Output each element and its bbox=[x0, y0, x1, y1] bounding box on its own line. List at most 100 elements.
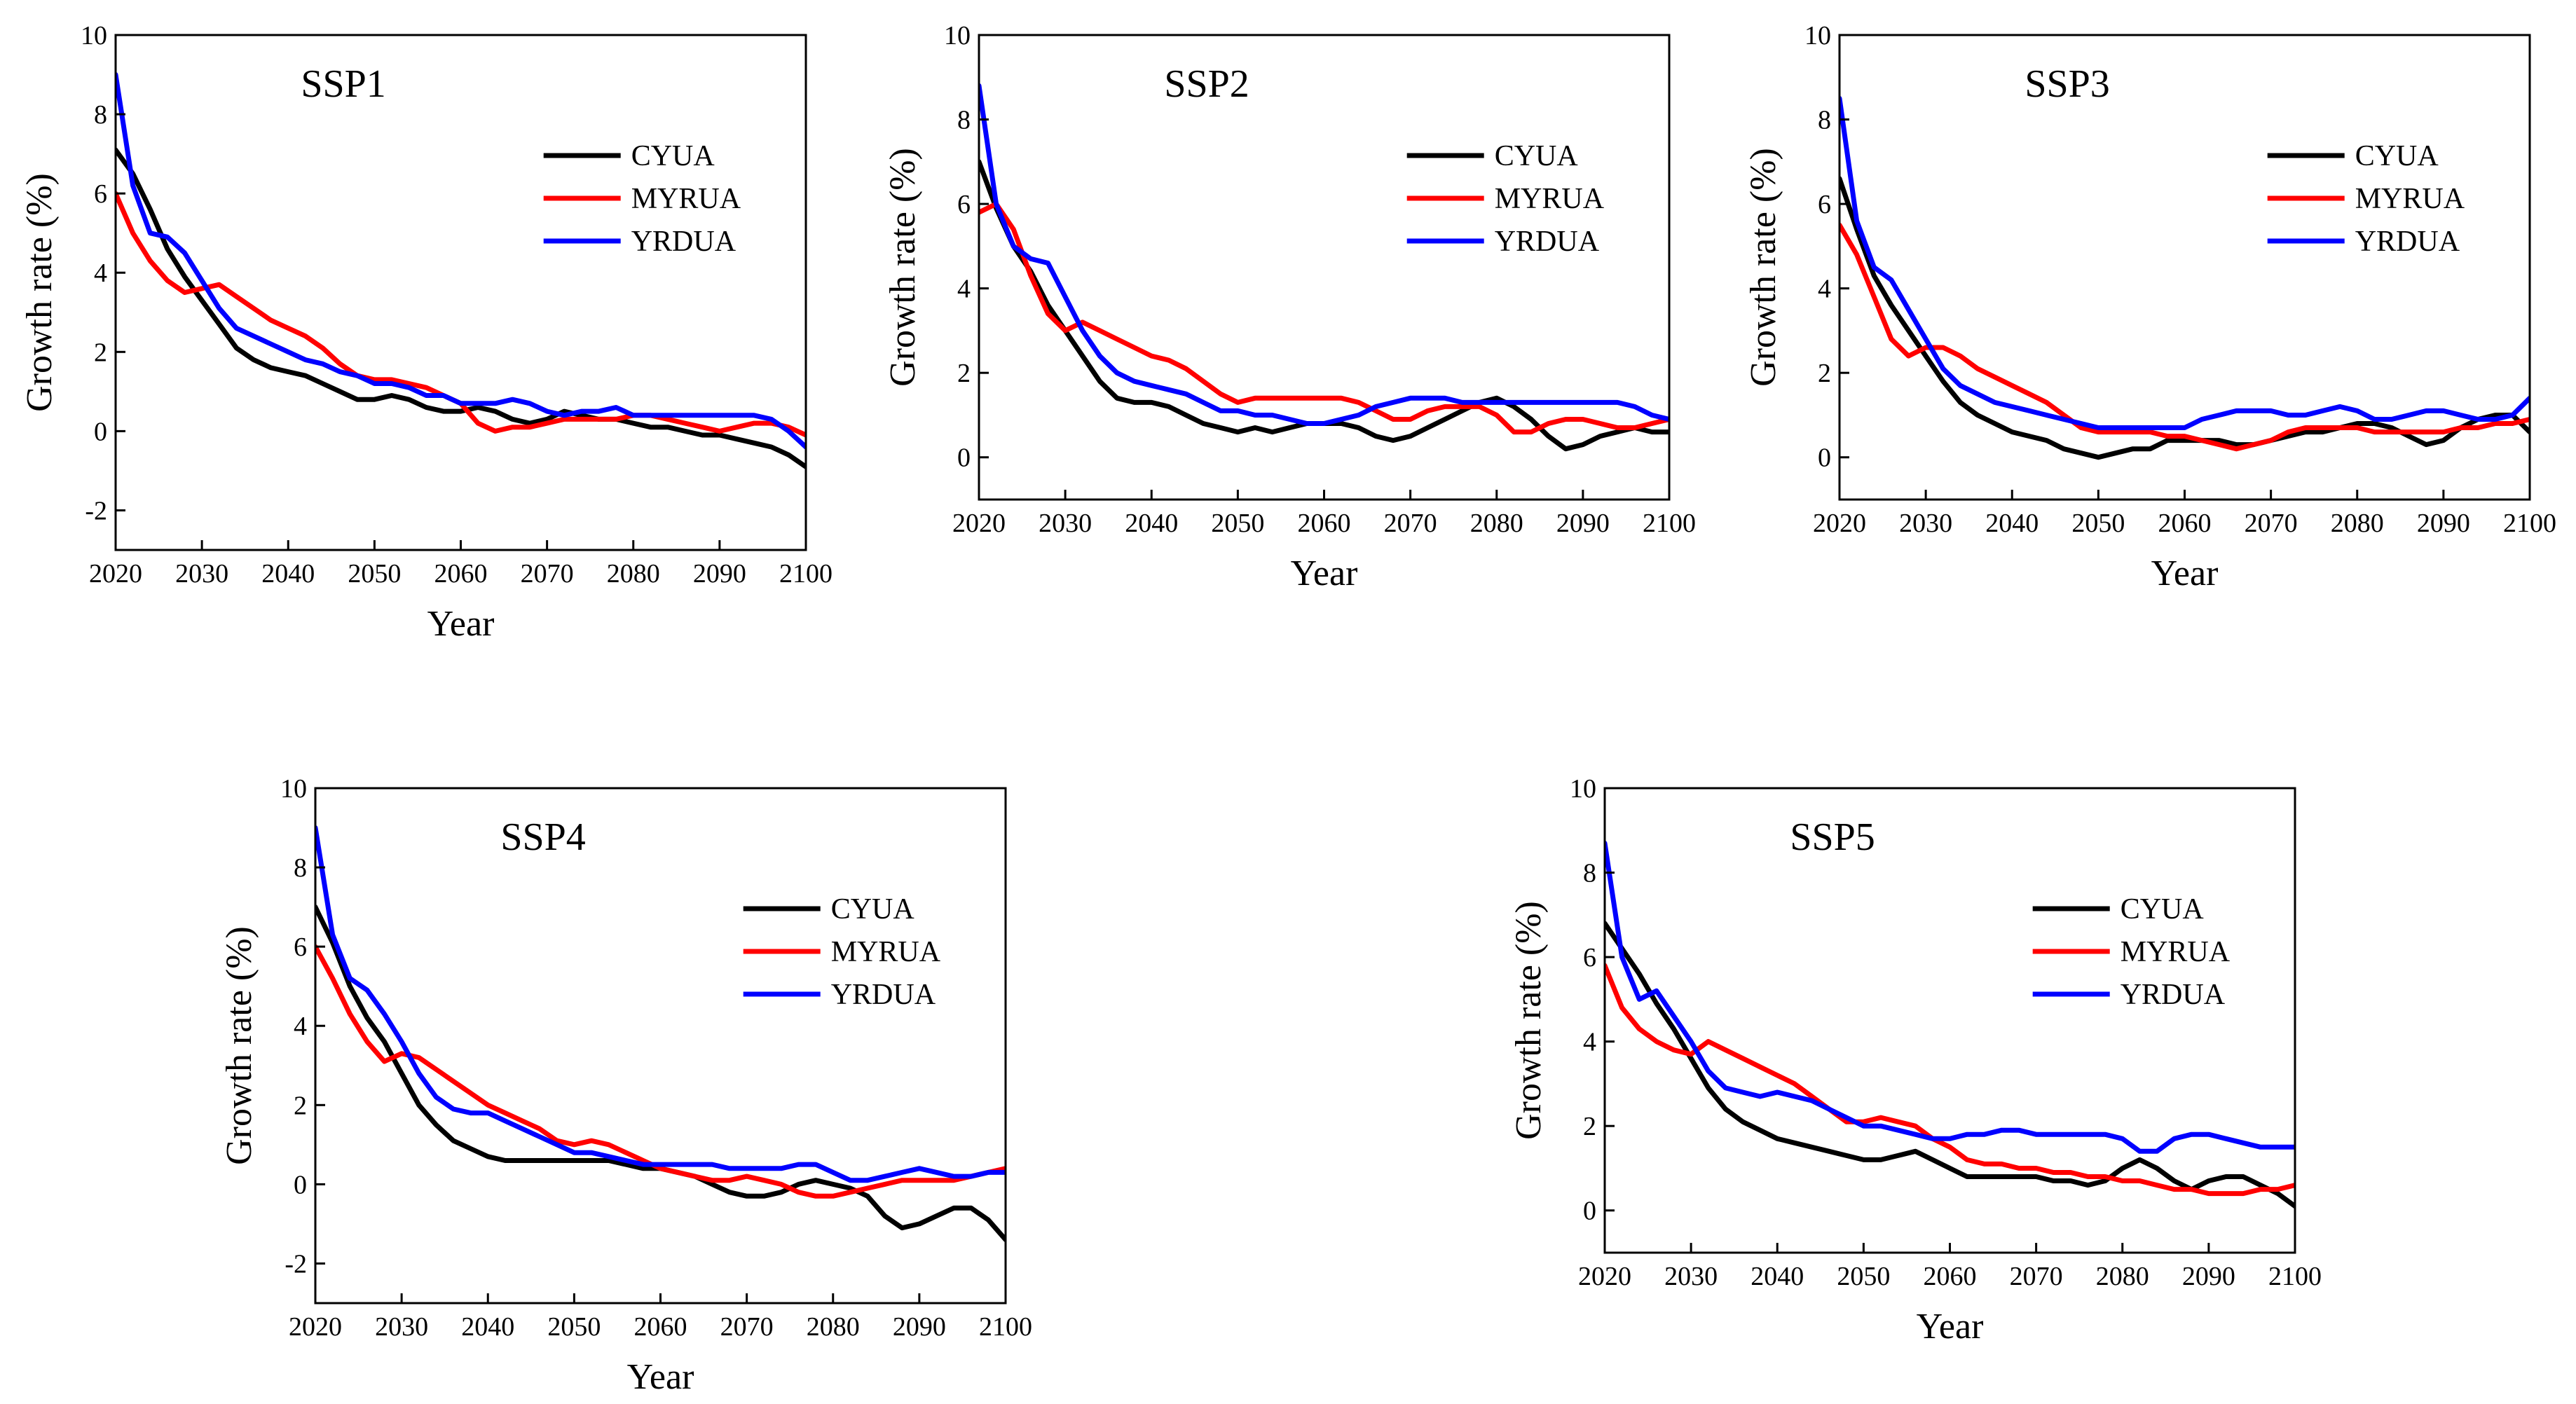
x-tick-label: 2040 bbox=[1125, 509, 1178, 538]
y-tick-label: 6 bbox=[957, 190, 971, 219]
x-tick-label: 2020 bbox=[89, 559, 142, 589]
x-tick-label: 2030 bbox=[375, 1312, 428, 1342]
legend-label-cyua: CYUA bbox=[1495, 140, 1579, 172]
x-tick-label: 2070 bbox=[2010, 1262, 2063, 1291]
series-line-myrua bbox=[979, 201, 1669, 435]
panel-ssp5: 2020 2030 2040 2050 2060 2070 2080 2090 2100 0 2 4 6… bbox=[1509, 774, 2322, 1347]
series-line-yrdua bbox=[1839, 95, 2530, 430]
x-tick-label: 2080 bbox=[1470, 509, 1523, 538]
y-tick-label: 6 bbox=[294, 932, 307, 962]
series-line-yrdua bbox=[1605, 840, 2295, 1154]
x-tick-label: 2060 bbox=[1298, 509, 1351, 538]
x-tick-label: 2100 bbox=[2503, 509, 2556, 538]
plot-frame bbox=[978, 34, 1671, 501]
x-tick-label: 2040 bbox=[461, 1312, 514, 1342]
y-tick-label: 4 bbox=[957, 275, 971, 304]
y-tick-label: 0 bbox=[294, 1170, 307, 1199]
y-tick-label: 2 bbox=[957, 359, 971, 388]
y-axis-title: Growth rate (%) bbox=[219, 926, 259, 1165]
x-axis-title: Year bbox=[427, 604, 495, 644]
y-tick-label: 10 bbox=[1804, 21, 1831, 50]
series-line-cyua bbox=[1839, 176, 2530, 460]
panel-title: SSP3 bbox=[2025, 62, 2109, 106]
x-tick-label: 2030 bbox=[175, 559, 228, 589]
x-tick-label: 2100 bbox=[779, 559, 833, 589]
legend-label-yrdua: YRDUA bbox=[831, 979, 936, 1011]
legend-label-yrdua: YRDUA bbox=[2355, 226, 2460, 258]
panel-ssp3: 2020 2030 2040 2050 2060 2070 2080 2090 2100 0 2 4 6… bbox=[1743, 21, 2556, 593]
x-tick-label: 2070 bbox=[2245, 509, 2298, 538]
series-line-cyua bbox=[116, 147, 806, 469]
x-tick-label: 2060 bbox=[634, 1312, 687, 1342]
x-axis-title: Year bbox=[627, 1357, 694, 1397]
x-tick-label: 2040 bbox=[1751, 1262, 1804, 1291]
x-tick-label: 2040 bbox=[1985, 509, 2039, 538]
legend-label-yrdua: YRDUA bbox=[2121, 979, 2226, 1011]
x-tick-label: 2100 bbox=[2268, 1262, 2322, 1291]
panel-ssp1: 2020 2030 2040 2050 2060 2070 2080 2090 2100 -2 0 2… bbox=[20, 21, 833, 644]
x-tick-label: 2060 bbox=[434, 559, 488, 589]
legend-label-myrua: MYRUA bbox=[2355, 183, 2465, 215]
y-tick-label: -2 bbox=[285, 1249, 307, 1279]
x-tick-label: 2020 bbox=[289, 1312, 342, 1342]
y-tick-label: 6 bbox=[94, 179, 107, 209]
y-tick-label: 8 bbox=[1583, 859, 1596, 888]
series-line-myrua bbox=[315, 944, 1006, 1199]
legend-label-myrua: MYRUA bbox=[831, 936, 941, 968]
x-tick-label: 2050 bbox=[1211, 509, 1264, 538]
y-tick-label: 10 bbox=[280, 774, 307, 804]
y-tick-label: 10 bbox=[1570, 774, 1596, 804]
series-line-yrdua bbox=[315, 825, 1006, 1183]
y-tick-label: 8 bbox=[294, 853, 307, 883]
x-tick-label: 2090 bbox=[2417, 509, 2470, 538]
legend-label-cyua: CYUA bbox=[2121, 893, 2205, 925]
y-tick-label: 4 bbox=[1583, 1028, 1596, 1057]
x-tick-label: 2050 bbox=[547, 1312, 601, 1342]
panel-ssp4: 2020 2030 2040 2050 2060 2070 2080 2090 2100 -2 0 2… bbox=[219, 774, 1032, 1397]
y-axis-title: Growth rate (%) bbox=[20, 173, 60, 412]
y-tick-label: 2 bbox=[1818, 359, 1831, 388]
x-tick-label: 2100 bbox=[1643, 509, 1696, 538]
y-tick-label: 8 bbox=[957, 106, 971, 135]
x-tick-label: 2080 bbox=[807, 1312, 860, 1342]
y-axis-title: Growth rate (%) bbox=[883, 148, 923, 387]
y-tick-label: 4 bbox=[1818, 275, 1831, 304]
x-tick-label: 2070 bbox=[521, 559, 574, 589]
x-tick-label: 2030 bbox=[1039, 509, 1092, 538]
x-tick-label: 2090 bbox=[893, 1312, 946, 1342]
x-tick-label: 2030 bbox=[1899, 509, 1952, 538]
legend-label-cyua: CYUA bbox=[2355, 140, 2439, 172]
series-line-cyua bbox=[1605, 921, 2295, 1209]
x-tick-label: 2090 bbox=[1556, 509, 1610, 538]
x-tick-label: 2080 bbox=[2096, 1262, 2149, 1291]
y-tick-label: 0 bbox=[1583, 1197, 1596, 1226]
y-tick-label: 4 bbox=[94, 259, 107, 288]
x-tick-label: 2070 bbox=[1384, 509, 1437, 538]
panel-ssp2: 2020 2030 2040 2050 2060 2070 2080 2090 2100 0 2 4 6… bbox=[883, 21, 1696, 593]
y-tick-label: 10 bbox=[944, 21, 971, 50]
legend-label-yrdua: YRDUA bbox=[631, 226, 737, 258]
series-line-yrdua bbox=[116, 72, 806, 450]
y-tick-label: 0 bbox=[94, 417, 107, 446]
x-tick-label: 2080 bbox=[607, 559, 660, 589]
legend-label-myrua: MYRUA bbox=[631, 183, 741, 215]
y-tick-label: 6 bbox=[1583, 943, 1596, 972]
x-tick-label: 2050 bbox=[348, 559, 401, 589]
y-tick-label: 2 bbox=[94, 338, 107, 367]
legend-label-cyua: CYUA bbox=[631, 140, 715, 172]
plot-frame bbox=[114, 34, 807, 551]
y-tick-label: 6 bbox=[1818, 190, 1831, 219]
legend-label-myrua: MYRUA bbox=[1495, 183, 1605, 215]
x-tick-label: 2070 bbox=[720, 1312, 774, 1342]
panel-title: SSP2 bbox=[1164, 62, 1249, 106]
y-tick-label: 10 bbox=[81, 21, 107, 50]
x-tick-label: 2050 bbox=[2071, 509, 2125, 538]
panel-title: SSP5 bbox=[1790, 815, 1875, 859]
x-axis-title: Year bbox=[1917, 1307, 1984, 1347]
y-tick-label: 2 bbox=[1583, 1112, 1596, 1141]
panel-title: SSP4 bbox=[500, 815, 585, 859]
series-line-yrdua bbox=[979, 83, 1669, 426]
x-tick-label: 2080 bbox=[2331, 509, 2384, 538]
y-tick-label: 8 bbox=[94, 100, 107, 130]
